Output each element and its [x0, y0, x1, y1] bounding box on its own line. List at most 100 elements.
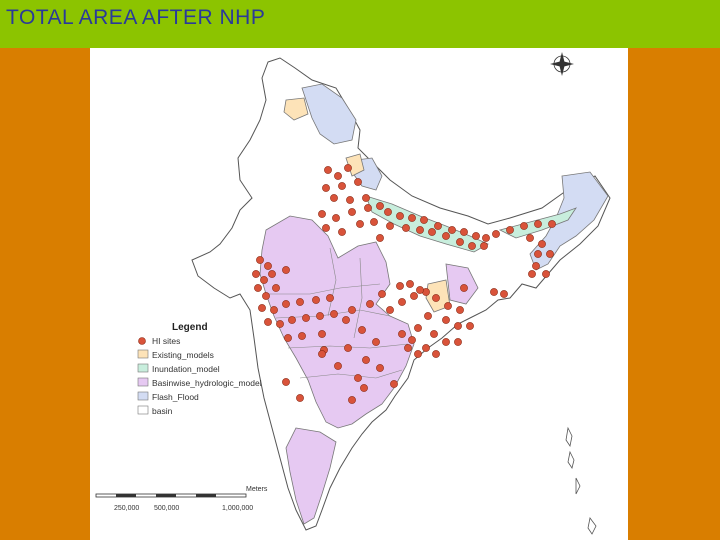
hi-site-marker — [432, 350, 440, 358]
hi-site-marker — [390, 380, 398, 388]
hi-site-marker — [334, 172, 342, 180]
hi-site-marker — [296, 298, 304, 306]
hi-site-marker — [442, 316, 450, 324]
hi-site-marker — [370, 218, 378, 226]
hi-site-marker — [534, 250, 542, 258]
hi-site-marker — [264, 262, 272, 270]
hi-site-marker — [442, 338, 450, 346]
hi-site-marker — [460, 228, 468, 236]
hi-site-marker — [442, 232, 450, 240]
hi-site-marker — [414, 324, 422, 332]
legend-item-basinwise-model: Basinwise_hydrologic_model — [137, 377, 262, 388]
hi-site-marker — [302, 314, 310, 322]
scale-bar: Meters 250,000 500,000 1,000,000 — [95, 486, 268, 512]
hi-site-marker — [346, 196, 354, 204]
hi-site-marker — [548, 220, 556, 228]
hi-site-marker — [460, 284, 468, 292]
hi-site-marker — [408, 336, 416, 344]
hi-sites-layer — [252, 164, 556, 404]
hi-site-marker — [326, 294, 334, 302]
basinwise-model-south — [285, 427, 337, 525]
hi-site-marker — [424, 312, 432, 320]
hi-site-marker — [330, 310, 338, 318]
existing-models-region-1 — [283, 97, 309, 121]
hi-site-marker — [344, 164, 352, 172]
hi-site-marker — [338, 182, 346, 190]
hi-site-marker — [500, 290, 508, 298]
legend-title: Legend — [172, 322, 208, 333]
hi-site-marker — [406, 280, 414, 288]
hi-site-marker — [364, 204, 372, 212]
hi-site-marker — [372, 338, 380, 346]
hi-site-marker — [376, 202, 384, 210]
hi-site-marker — [378, 290, 386, 298]
hi-site-marker — [386, 306, 394, 314]
hi-site-marker — [322, 224, 330, 232]
hi-site-marker — [282, 378, 290, 386]
hi-site-marker — [360, 384, 368, 392]
hi-site-marker — [454, 322, 462, 330]
hi-site-marker — [432, 294, 440, 302]
hi-site-marker — [456, 238, 464, 246]
hi-site-marker — [262, 292, 270, 300]
hi-site-marker — [258, 304, 266, 312]
india-flood-map: Legend HI sites Existing_models Inundati… — [95, 52, 611, 535]
hi-site-marker — [342, 316, 350, 324]
hi-site-marker — [354, 374, 362, 382]
hi-site-marker — [538, 240, 546, 248]
hi-site-marker — [254, 284, 262, 292]
hi-site-marker — [324, 166, 332, 174]
hi-site-marker — [398, 330, 406, 338]
hi-site-marker — [416, 226, 424, 234]
hi-site-marker — [276, 320, 284, 328]
hi-site-marker — [322, 184, 330, 192]
hi-site-marker — [268, 270, 276, 278]
hi-site-marker — [492, 230, 500, 238]
legend-item-inundation-model: Inundation_model — [137, 363, 220, 374]
hi-site-marker — [296, 394, 304, 402]
hi-site-marker — [528, 270, 536, 278]
hi-site-marker — [298, 332, 306, 340]
hi-site-marker — [414, 350, 422, 358]
svg-text:Inundation_model: Inundation_model — [152, 364, 220, 374]
hi-site-marker — [338, 228, 346, 236]
svg-text:Flash_Flood: Flash_Flood — [152, 392, 199, 402]
north-arrow-icon — [550, 52, 574, 76]
hi-site-marker — [376, 234, 384, 242]
hi-site-marker — [534, 220, 542, 228]
hi-site-marker — [348, 396, 356, 404]
hi-site-marker — [410, 292, 418, 300]
svg-text:HI sites: HI sites — [152, 336, 180, 346]
hi-site-marker — [376, 364, 384, 372]
hi-site-marker — [252, 270, 260, 278]
hi-site-marker — [330, 194, 338, 202]
hi-site-marker — [472, 232, 480, 240]
hi-site-marker — [332, 214, 340, 222]
hi-site-marker — [362, 356, 370, 364]
hi-site-marker — [396, 282, 404, 290]
hi-site-marker — [456, 306, 464, 314]
hi-site-marker — [490, 288, 498, 296]
hi-site-marker — [288, 316, 296, 324]
scale-unit: Meters — [246, 486, 268, 493]
flash-flood-region-north — [301, 83, 357, 145]
hi-site-marker — [270, 306, 278, 314]
hi-site-marker — [358, 326, 366, 334]
hi-site-marker — [348, 306, 356, 314]
hi-site-marker — [430, 330, 438, 338]
hi-site-marker — [482, 234, 490, 242]
hi-site-marker — [466, 322, 474, 330]
scale-label-1: 250,000 — [114, 505, 139, 512]
hi-site-marker — [520, 222, 528, 230]
hi-site-marker — [408, 214, 416, 222]
hi-site-marker — [318, 350, 326, 358]
svg-text:Basinwise_hydrologic_model: Basinwise_hydrologic_model — [152, 378, 262, 388]
legend-item-hi-sites: HI sites — [138, 336, 180, 346]
scale-label-2: 500,000 — [154, 505, 179, 512]
hi-site-marker — [312, 296, 320, 304]
legend-item-basin: basin — [137, 405, 173, 416]
legend-item-flash-flood: Flash_Flood — [137, 391, 199, 402]
hi-site-marker — [454, 338, 462, 346]
hi-site-marker — [316, 312, 324, 320]
hi-site-marker — [344, 344, 352, 352]
